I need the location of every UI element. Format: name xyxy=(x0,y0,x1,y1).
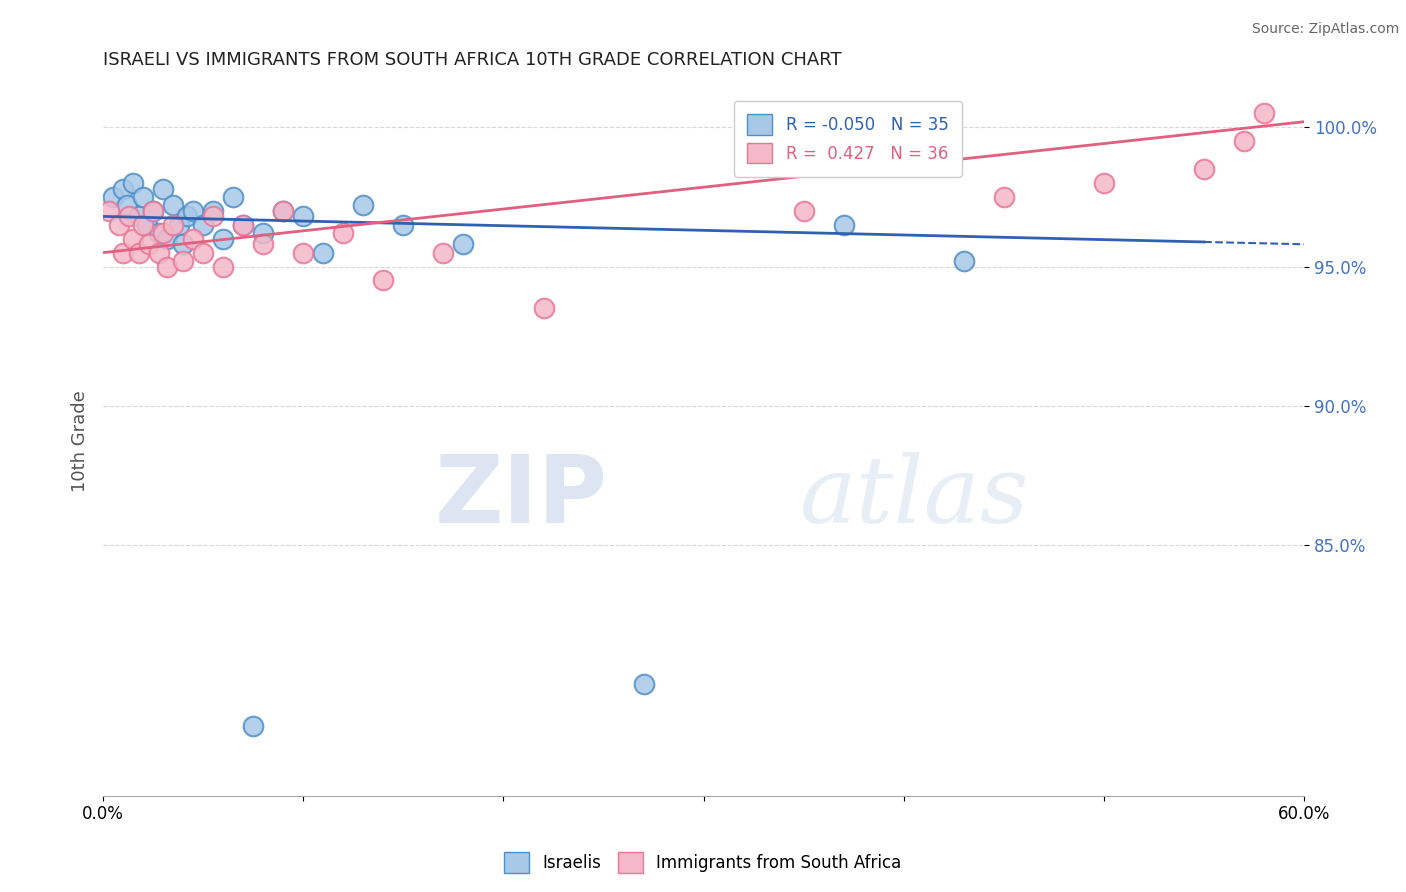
Point xyxy=(162,198,184,212)
Y-axis label: 10th Grade: 10th Grade xyxy=(72,390,89,491)
Point xyxy=(152,181,174,195)
Point xyxy=(202,203,225,218)
Point xyxy=(193,245,215,260)
Point xyxy=(352,198,374,212)
Point xyxy=(162,218,184,232)
Point xyxy=(292,210,315,224)
Point xyxy=(292,245,315,260)
Point xyxy=(142,203,165,218)
Text: atlas: atlas xyxy=(800,452,1029,542)
Point xyxy=(242,719,264,733)
Point xyxy=(373,273,395,287)
Legend: R = -0.050   N = 35, R =  0.427   N = 36: R = -0.050 N = 35, R = 0.427 N = 36 xyxy=(734,101,962,177)
Text: ISRAELI VS IMMIGRANTS FROM SOUTH AFRICA 10TH GRADE CORRELATION CHART: ISRAELI VS IMMIGRANTS FROM SOUTH AFRICA … xyxy=(103,51,842,69)
Point xyxy=(271,203,294,218)
Point xyxy=(118,210,141,224)
Point xyxy=(122,232,145,246)
Point xyxy=(432,245,454,260)
Point xyxy=(212,232,235,246)
Text: Source: ZipAtlas.com: Source: ZipAtlas.com xyxy=(1251,22,1399,37)
Point xyxy=(148,226,170,240)
Point xyxy=(832,218,855,232)
Point xyxy=(252,237,274,252)
Point xyxy=(132,190,155,204)
Point xyxy=(172,254,194,268)
Legend: Israelis, Immigrants from South Africa: Israelis, Immigrants from South Africa xyxy=(498,846,908,880)
Point xyxy=(181,232,204,246)
Point xyxy=(392,218,415,232)
Point xyxy=(222,190,245,204)
Point xyxy=(138,237,160,252)
Point xyxy=(152,226,174,240)
Point xyxy=(1233,134,1256,148)
Point xyxy=(633,677,655,691)
Point xyxy=(172,237,194,252)
Point xyxy=(1092,176,1115,190)
Point xyxy=(142,203,165,218)
Point xyxy=(112,245,135,260)
Point xyxy=(181,203,204,218)
Point xyxy=(132,218,155,232)
Point xyxy=(271,203,294,218)
Point xyxy=(1192,162,1215,177)
Text: ZIP: ZIP xyxy=(434,451,607,543)
Point xyxy=(953,254,976,268)
Point xyxy=(793,203,815,218)
Point xyxy=(252,226,274,240)
Point xyxy=(1253,106,1275,120)
Point xyxy=(193,218,215,232)
Point xyxy=(232,218,254,232)
Point xyxy=(156,232,179,246)
Point xyxy=(115,198,138,212)
Point xyxy=(98,203,121,218)
Point xyxy=(136,218,159,232)
Point xyxy=(128,245,150,260)
Point xyxy=(453,237,475,252)
Point xyxy=(122,176,145,190)
Point xyxy=(993,190,1015,204)
Point xyxy=(533,301,555,316)
Point xyxy=(312,245,335,260)
Point xyxy=(167,218,190,232)
Point xyxy=(148,245,170,260)
Point xyxy=(156,260,179,274)
Point xyxy=(108,218,131,232)
Point xyxy=(112,181,135,195)
Point xyxy=(101,190,124,204)
Point xyxy=(128,210,150,224)
Point xyxy=(202,210,225,224)
Point xyxy=(176,210,198,224)
Point xyxy=(212,260,235,274)
Point xyxy=(232,218,254,232)
Point xyxy=(332,226,354,240)
